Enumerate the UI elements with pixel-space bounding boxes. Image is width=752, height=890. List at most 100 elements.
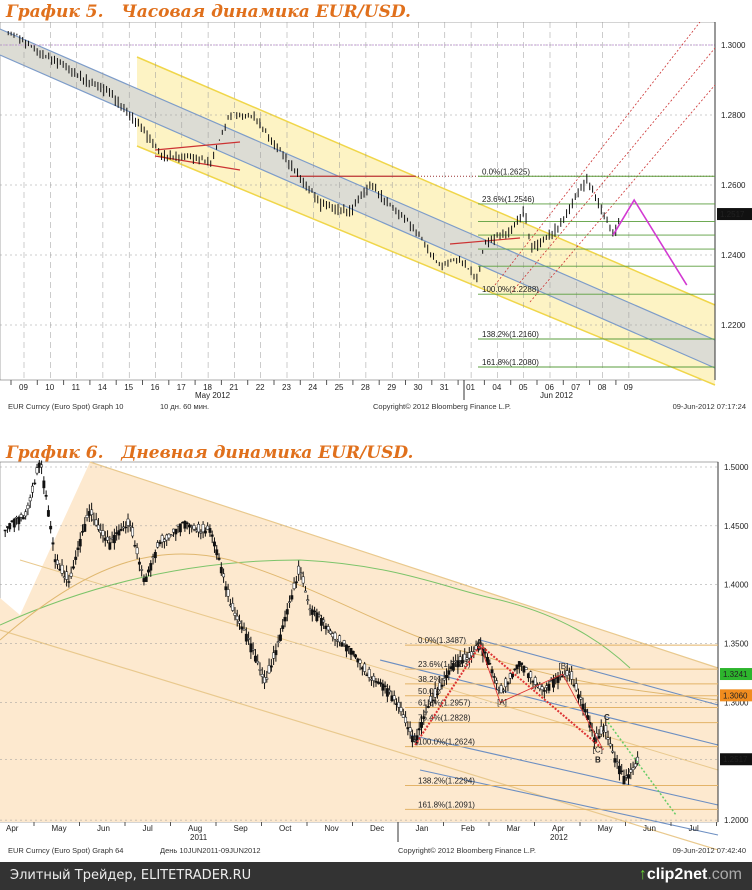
c6-candle-body [17, 517, 21, 525]
chart6-footer-left: EUR Curncy (Euro Spot) Graph 64 [8, 846, 124, 855]
regression-channel-upper [0, 28, 716, 341]
fib-label: 50.0% [418, 687, 441, 696]
price-marker-label: 1.3060 [723, 691, 748, 700]
c6-candle-body [529, 671, 533, 678]
clip2net-logo[interactable]: ↑clip2net.com [638, 866, 742, 883]
y-tick-label: 1.4000 [724, 581, 749, 590]
x-tick-label: Jun [97, 824, 110, 833]
wave-inner-path [479, 644, 602, 747]
c6-candle-body [272, 652, 276, 659]
c6-candle-body [213, 541, 216, 547]
c6-candle-body [501, 689, 505, 692]
pitchfork-line [511, 47, 716, 293]
fib-label: 23.6%(1.3283) [418, 660, 471, 669]
c6-candle-body [224, 586, 228, 591]
c6-candle-body [69, 572, 73, 577]
year-label: 2011 [190, 833, 208, 842]
c6-candle-body [33, 482, 37, 485]
x-tick-label: Apr [6, 824, 19, 833]
c6-candle-body [12, 518, 16, 528]
c6-candle-body [242, 628, 246, 631]
x-tick-label: Jul [143, 824, 153, 833]
trend-channel-line [479, 639, 719, 706]
c6-candle-body [465, 657, 469, 660]
c6-candle-body [506, 682, 510, 685]
c6-candle-body [358, 659, 362, 664]
fib-label: 23.6%(1.2546) [482, 195, 535, 204]
c6-candle-body [65, 571, 69, 580]
x-tick-label: 24 [308, 383, 317, 392]
x-tick-label: Jan [416, 824, 429, 833]
y-tick-label: 1.2400 [721, 251, 746, 260]
c6-candle-body [81, 531, 84, 533]
daily-chart: Apr May Jun Jul Aug Sep Oct Nov Dec Jan Feb Mar Apr M… [0, 460, 752, 850]
c6-candle-body [276, 641, 280, 643]
c6-candle-body [235, 615, 239, 620]
x-tick-label: 07 [571, 383, 580, 392]
c6-candle-body [381, 683, 385, 691]
x-tick-label: Oct [279, 824, 292, 833]
chart5-title: График 5. Часовая динамика EUR/USD. [6, 2, 411, 22]
last-price-badge [720, 753, 752, 766]
c6-candle-body [613, 758, 617, 763]
c6-candle-body [31, 485, 34, 493]
c6-candle-body [479, 641, 483, 645]
last-price-badge [717, 208, 752, 221]
c6-candle-body [94, 519, 98, 526]
fib-label: 100.0%(1.2288) [482, 285, 539, 294]
c6-candle-body [495, 680, 499, 684]
c6-candle-body [513, 668, 517, 671]
price-marker-label: 1.3241 [723, 670, 748, 679]
x-tick-label: 08 [598, 383, 607, 392]
c6-candle-body [169, 534, 173, 537]
x-tick-label: 01 [466, 383, 475, 392]
c6-candle-body [461, 660, 464, 664]
c6-candle-body [131, 527, 135, 537]
x-tick-label: Jun [643, 824, 656, 833]
c6-candle-body [217, 557, 221, 560]
c6-candle-body [90, 509, 94, 515]
y-tick-label: 1.2600 [721, 181, 746, 190]
hourly-chart: 09 10 11 14 15 16 17 18 21 22 23 24 25 28 29 30 31 01 04 05… [0, 22, 752, 400]
c6-candle-body [636, 756, 640, 764]
x-tick-label: 18 [203, 383, 212, 392]
x-tick-label: Aug [188, 824, 202, 833]
pitchfork-line [529, 84, 716, 303]
c6-candle-body [226, 589, 230, 597]
x-tick-label: 22 [256, 383, 265, 392]
fib-label: 38.2% [418, 675, 441, 684]
c6-candle-body [470, 651, 474, 657]
x-tick-label: 17 [177, 383, 186, 392]
channel-lower [0, 629, 719, 850]
c6-candle-body [183, 520, 187, 529]
c6-candle-body [627, 774, 630, 779]
c6-candle-body [101, 530, 105, 536]
c6-candle-body [363, 663, 367, 672]
c6-candle-body [46, 510, 50, 517]
c6-candle-body [570, 671, 574, 680]
c6-candle-body [540, 686, 544, 690]
c6-candle-body [201, 524, 205, 533]
c6-candle-body [83, 523, 87, 532]
c6-candle-body [192, 525, 196, 530]
x-tick-label: 28 [361, 383, 370, 392]
c6-candle-body [42, 480, 46, 489]
x-tick-label: 11 [72, 383, 81, 392]
c6-candle-body [317, 614, 321, 617]
last-price-label: 1.2517 [720, 210, 745, 219]
c6-candle-body [299, 572, 303, 574]
c6-candle-body [379, 682, 383, 685]
x-tick-label: Apr [552, 824, 565, 833]
c6-candle-body [631, 767, 635, 771]
y-tick-label: 1.2000 [724, 816, 749, 825]
banner-source: Элитный Трейдер, ELITETRADER.RU [10, 868, 252, 883]
c6-candle-body [67, 581, 71, 583]
c6-candle-body [442, 678, 446, 681]
c6-candle-body [256, 661, 260, 664]
c6-candle-body [135, 547, 139, 555]
c6-candle-body [431, 699, 435, 702]
fib-label: 0.0%(1.3487) [418, 636, 466, 645]
c6-candle-body [547, 683, 551, 691]
c6-candle-body [74, 556, 78, 560]
c6-candle-body [372, 675, 376, 681]
